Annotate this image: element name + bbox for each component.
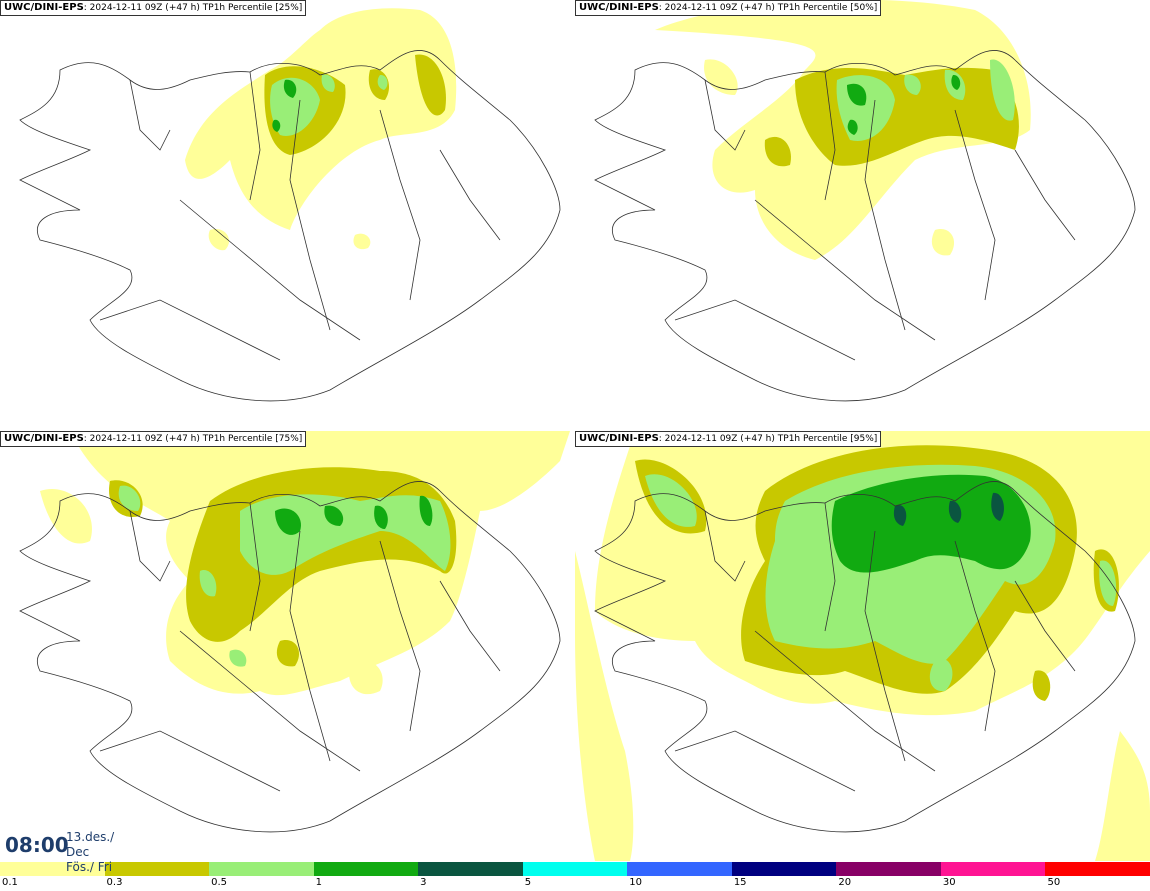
map-panel-p50: UWC/DINI-EPS: 2024-12-11 09Z (+47 h) TP1… — [575, 0, 1150, 430]
run-info: : 2024-12-11 09Z (+47 h) — [83, 3, 200, 13]
field-name: TP1h Percentile [95%] — [777, 434, 878, 444]
model-name: UWC/DINI-EPS — [579, 433, 659, 444]
color-scale-label: 1 — [315, 877, 322, 888]
map-panel-p95: UWC/DINI-EPS: 2024-12-11 09Z (+47 h) TP1… — [575, 431, 1150, 861]
precip-map-p25 — [19, 8, 561, 402]
color-scale: 0.1 0.3 0.5 1 3 5 10 15 20 30 50 — [0, 862, 1150, 891]
valid-time-box: 08:00 13.des./ Dec Fös./ Fri — [0, 826, 140, 874]
color-scale-bar — [0, 862, 1150, 876]
map-panel-p75: UWC/DINI-EPS: 2024-12-11 09Z (+47 h) TP1… — [0, 431, 575, 861]
color-scale-swatch — [940, 862, 1046, 876]
panel-title-p50: UWC/DINI-EPS: 2024-12-11 09Z (+47 h) TP1… — [575, 0, 882, 16]
field-name: TP1h Percentile [25%] — [202, 3, 303, 13]
precip-map-p75 — [19, 431, 570, 833]
color-scale-swatch — [209, 862, 314, 876]
panel-title-p25: UWC/DINI-EPS: 2024-12-11 09Z (+47 h) TP1… — [0, 0, 307, 16]
precip-map-p95 — [575, 431, 1150, 861]
field-name: TP1h Percentile [75%] — [202, 434, 303, 444]
iceland-coastline — [19, 49, 561, 402]
valid-time: 08:00 — [5, 833, 69, 857]
color-scale-label: 5 — [524, 877, 532, 888]
run-info: : 2024-12-11 09Z (+47 h) — [658, 434, 775, 444]
map-panel-p25: UWC/DINI-EPS: 2024-12-11 09Z (+47 h) TP1… — [0, 0, 575, 430]
color-scale-label: 30 — [942, 877, 956, 888]
color-scale-label: 15 — [733, 877, 747, 888]
valid-date: 13.des./ Dec Fös./ Fri — [66, 830, 140, 875]
model-name: UWC/DINI-EPS — [4, 433, 84, 444]
color-scale-swatch — [313, 862, 419, 876]
color-scale-swatch — [522, 862, 628, 876]
color-scale-swatch — [1045, 862, 1150, 876]
color-scale-swatch — [104, 862, 210, 876]
color-scale-swatch — [836, 862, 941, 876]
model-name: UWC/DINI-EPS — [579, 2, 659, 13]
run-info: : 2024-12-11 09Z (+47 h) — [83, 434, 200, 444]
color-scale-swatch — [731, 862, 837, 876]
valid-date-text: 13.des./ Dec — [66, 830, 115, 859]
color-scale-swatch — [627, 862, 732, 876]
color-scale-label: 20 — [838, 877, 852, 888]
color-scale-swatch — [0, 862, 105, 876]
color-scale-label: 0.3 — [106, 877, 123, 888]
precip-map-p50 — [594, 0, 1136, 402]
color-scale-label: 0.1 — [2, 877, 18, 888]
color-scale-swatch — [418, 862, 523, 876]
run-info: : 2024-12-11 09Z (+47 h) — [658, 3, 775, 13]
panel-title-p75: UWC/DINI-EPS: 2024-12-11 09Z (+47 h) TP1… — [0, 431, 307, 447]
panel-title-p95: UWC/DINI-EPS: 2024-12-11 09Z (+47 h) TP1… — [575, 431, 882, 447]
color-scale-label: 3 — [420, 877, 427, 888]
model-name: UWC/DINI-EPS — [4, 2, 84, 13]
color-scale-label: 10 — [629, 877, 642, 888]
color-scale-label: 50 — [1047, 877, 1061, 888]
field-name: TP1h Percentile [50%] — [777, 3, 878, 13]
color-scale-label: 0.5 — [211, 877, 227, 888]
valid-day-text: Fös./ Fri — [66, 860, 113, 874]
